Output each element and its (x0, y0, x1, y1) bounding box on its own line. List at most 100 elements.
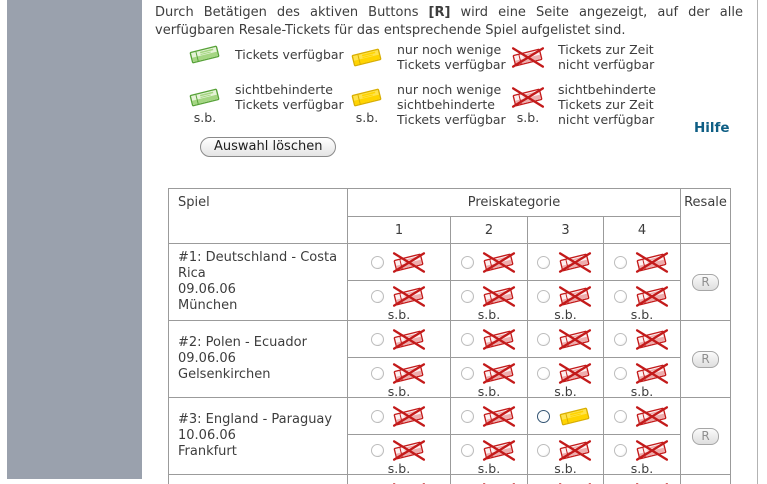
ticket-red-crossed-icon (635, 482, 668, 484)
ticket-red-crossed-icon (635, 440, 668, 461)
category-radio[interactable] (537, 409, 550, 423)
category-radio (370, 409, 384, 423)
match-name: #1: Deutschland - Costa Rica (178, 250, 338, 281)
match-venue: Frankfurt (178, 444, 237, 459)
resale-button[interactable]: R (692, 350, 719, 368)
sb-label: s.b. (516, 110, 540, 125)
sb-label: s.b. (387, 307, 411, 322)
legend-item: s.b. nur noch wenige sichtbehinderte Tic… (345, 82, 506, 127)
ticket-red-crossed-icon (558, 363, 592, 384)
column-header-spiel: Spiel (168, 188, 348, 244)
ticket-red-crossed-icon (558, 286, 592, 307)
resale-cell: R (680, 474, 731, 484)
category-sb-cell: s.b. (527, 357, 604, 399)
ticket-red-crossed-icon (635, 328, 668, 350)
category-radio (613, 409, 627, 423)
category-radio (613, 255, 627, 269)
category-cell (603, 243, 681, 281)
category-cell (603, 397, 681, 435)
column-header-category-3: 3 (527, 216, 604, 244)
category-cell (347, 320, 451, 358)
content-right-border (757, 0, 758, 484)
ticket-red-crossed-icon (392, 482, 425, 484)
ticket-red-crossed-icon (392, 286, 425, 307)
legend-label: nur noch wenige Tickets verfügbar (397, 42, 506, 72)
legend-item: nur noch wenige Tickets verfügbar (345, 42, 506, 72)
ticket-red-crossed-icon (558, 482, 592, 484)
column-header-category-2: 2 (450, 216, 528, 244)
category-radio (460, 409, 474, 423)
legend-item: Tickets verfügbar (183, 42, 344, 67)
category-radio (460, 332, 474, 346)
column-header-resale: Resale (680, 188, 731, 244)
match-cell (168, 474, 348, 484)
sb-label: s.b. (387, 384, 411, 399)
category-sb-cell: s.b. (603, 357, 681, 399)
match-cell: #2: Polen - Ecuador 09.06.06 Gelsenkirch… (168, 320, 348, 398)
category-radio (537, 367, 550, 380)
category-sb-cell: s.b. (527, 280, 604, 321)
ticket-red-crossed-icon (482, 482, 515, 484)
sb-label: s.b. (477, 384, 501, 399)
match-venue: Gelsenkirchen (178, 367, 271, 382)
category-radio (613, 332, 627, 346)
category-cell (450, 243, 528, 281)
category-radio (537, 444, 550, 457)
sb-label: s.b. (477, 307, 501, 322)
intro-text-after: wird eine Seite angezeigt, auf der alle … (155, 5, 743, 38)
match-name: #3: England - Paraguay (178, 412, 333, 427)
legend-item: s.b. sichtbehinderte Tickets verfügbar (183, 82, 344, 124)
ticket-red-crossed-icon (482, 286, 515, 307)
category-radio (537, 290, 550, 303)
sb-label: s.b. (387, 461, 411, 476)
category-sb-cell: s.b. (347, 280, 451, 322)
ticket-red-crossed-icon (392, 328, 425, 350)
legend-icon-col: s.b. (345, 85, 389, 124)
column-header-category-1: 1 (347, 216, 451, 244)
category-sb-cell: s.b. (527, 434, 604, 475)
category-cell (347, 243, 451, 281)
resale-button[interactable]: R (692, 427, 719, 445)
ticket-red-crossed-icon (635, 405, 668, 427)
match-date: 10.06.06 (178, 428, 236, 443)
sb-label: s.b. (630, 307, 654, 322)
resale-button[interactable]: R (692, 273, 719, 291)
category-sb-cell: s.b. (603, 280, 681, 322)
category-radio (370, 255, 384, 269)
category-sb-cell: s.b. (347, 357, 451, 399)
legend-label: Tickets zur Zeit nicht verfügbar (558, 42, 655, 72)
category-sb-cell: s.b. (450, 280, 528, 322)
ticket-yellow-icon (351, 48, 382, 66)
help-link[interactable]: Hilfe (694, 120, 730, 136)
column-header-preiskategorie: Preiskategorie (347, 188, 681, 217)
category-cell (527, 320, 604, 358)
ticket-red-crossed-icon (635, 363, 668, 384)
category-cell (527, 243, 604, 281)
ticket-yellow-icon (559, 407, 590, 425)
legend-icon-col: s.b. (183, 85, 227, 124)
category-cell (347, 397, 451, 435)
match-date: 09.06.06 (178, 282, 236, 297)
legend-icon-col: s.b. (506, 85, 550, 124)
sb-label: s.b. (193, 110, 217, 125)
ticket-red-crossed-icon (558, 251, 592, 273)
category-radio (613, 290, 627, 303)
category-sb-cell: s.b. (603, 434, 681, 475)
clear-selection-button[interactable]: Auswahl löschen (200, 137, 337, 157)
sb-label: s.b. (355, 110, 379, 125)
legend-item: s.b. sichtbehinderte Tickets zur Zeit ni… (506, 82, 656, 127)
intro-text: Durch Betätigen des aktiven Buttons [R] … (155, 4, 743, 39)
column-header-category-4: 4 (603, 216, 681, 244)
category-cell (527, 397, 604, 435)
ticket-red-crossed-icon (392, 440, 425, 461)
match-cell: #1: Deutschland - Costa Rica 09.06.06 Mü… (168, 243, 348, 321)
legend-item: Tickets zur Zeit nicht verfügbar (506, 42, 654, 72)
ticket-red-crossed-icon (511, 46, 545, 68)
category-radio (613, 367, 627, 380)
category-radio (460, 367, 474, 380)
sb-label: s.b. (554, 384, 577, 399)
category-cell (450, 397, 528, 435)
ticket-red-crossed-icon (482, 363, 515, 384)
sb-label: s.b. (630, 384, 654, 399)
category-radio (537, 332, 550, 346)
